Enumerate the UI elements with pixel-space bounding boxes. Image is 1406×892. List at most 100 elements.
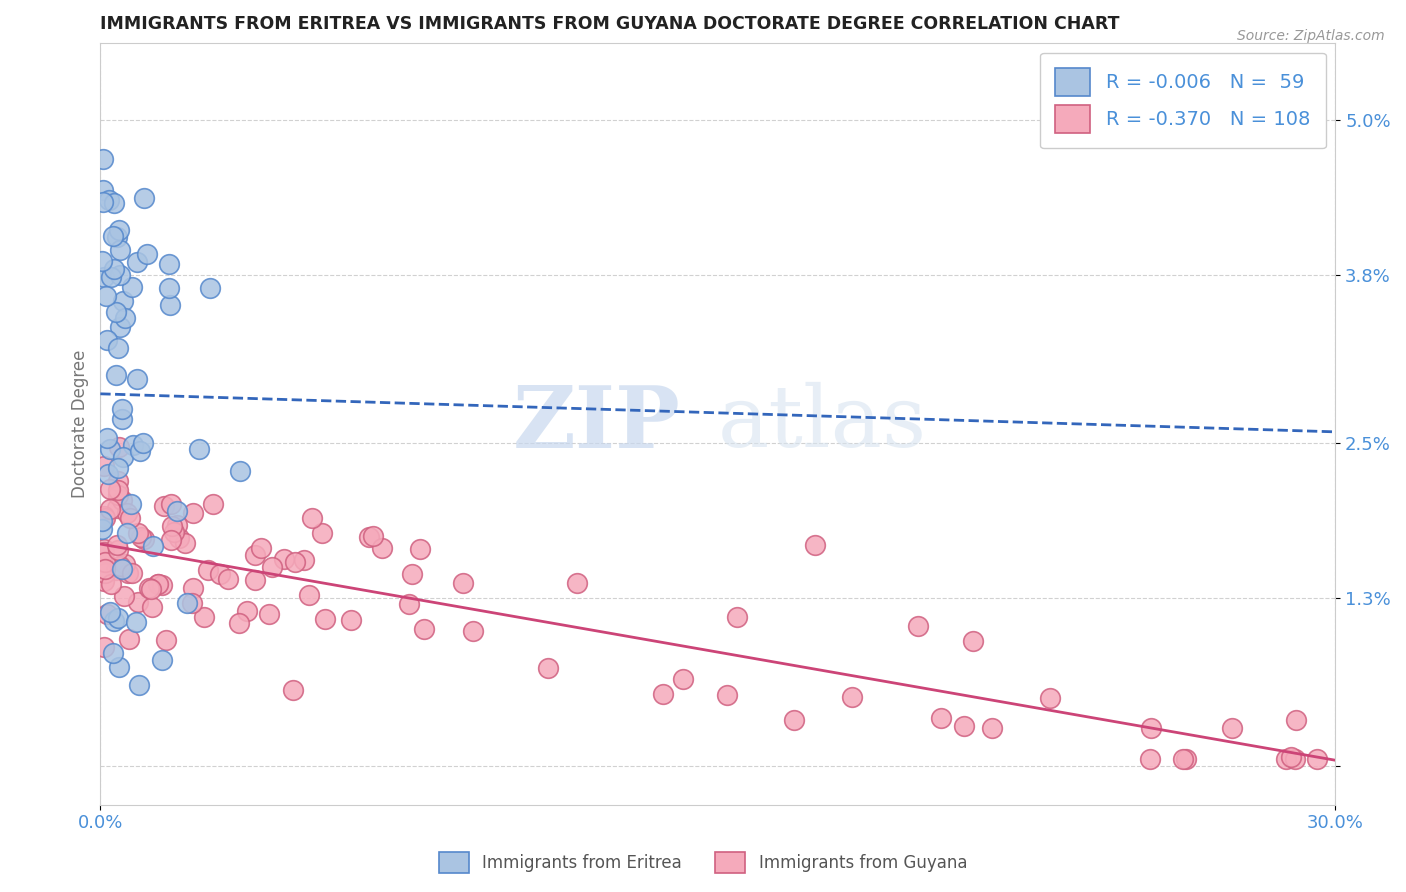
Point <box>229 465 252 479</box>
Y-axis label: Doctorate Degree: Doctorate Degree <box>72 350 89 498</box>
Point <box>110 320 132 334</box>
Point <box>93 574 115 589</box>
Point <box>1220 721 1243 735</box>
Legend: R = -0.006   N =  59, R = -0.370   N = 108: R = -0.006 N = 59, R = -0.370 N = 108 <box>1039 53 1326 148</box>
Point <box>652 687 675 701</box>
Point <box>1275 752 1298 766</box>
Point <box>169 531 191 545</box>
Point <box>91 152 114 166</box>
Point <box>107 543 129 558</box>
Point <box>962 634 984 648</box>
Point <box>105 229 128 244</box>
Point <box>103 261 125 276</box>
Point <box>93 542 115 557</box>
Text: atlas: atlas <box>718 382 927 466</box>
Point <box>94 561 117 575</box>
Point <box>105 537 128 551</box>
Point <box>93 270 115 285</box>
Point <box>160 519 183 533</box>
Point <box>155 632 177 647</box>
Point <box>159 298 181 312</box>
Point <box>150 578 173 592</box>
Point <box>907 619 929 633</box>
Point <box>115 526 138 541</box>
Point <box>121 566 143 580</box>
Point <box>107 483 129 498</box>
Point <box>91 195 114 210</box>
Point <box>451 575 474 590</box>
Point <box>107 341 129 355</box>
Point <box>953 719 976 733</box>
Point <box>159 497 181 511</box>
Point <box>98 194 121 208</box>
Point <box>292 553 315 567</box>
Point <box>176 596 198 610</box>
Point <box>93 555 115 569</box>
Point <box>94 511 117 525</box>
Point <box>107 460 129 475</box>
Text: Source: ZipAtlas.com: Source: ZipAtlas.com <box>1237 29 1385 43</box>
Point <box>398 597 420 611</box>
Point <box>157 257 180 271</box>
Point <box>98 482 121 496</box>
Point <box>783 713 806 727</box>
Point <box>197 563 219 577</box>
Point <box>980 721 1002 735</box>
Point <box>1285 713 1308 727</box>
Point <box>111 411 134 425</box>
Point <box>107 487 129 501</box>
Point <box>118 632 141 647</box>
Point <box>136 247 159 261</box>
Point <box>115 506 138 520</box>
Point <box>128 678 150 692</box>
Point <box>94 288 117 302</box>
Point <box>91 514 114 528</box>
Point <box>166 517 188 532</box>
Point <box>1171 752 1194 766</box>
Point <box>148 577 170 591</box>
Point <box>138 581 160 595</box>
Legend: Immigrants from Eritrea, Immigrants from Guyana: Immigrants from Eritrea, Immigrants from… <box>432 846 974 880</box>
Point <box>409 541 432 556</box>
Point <box>129 530 152 544</box>
Point <box>134 532 156 546</box>
Point <box>363 529 385 543</box>
Point <box>111 294 134 309</box>
Point <box>107 223 129 237</box>
Point <box>104 305 127 319</box>
Point <box>142 539 165 553</box>
Point <box>122 437 145 451</box>
Point <box>371 541 394 555</box>
Text: IMMIGRANTS FROM ERITREA VS IMMIGRANTS FROM GUYANA DOCTORATE DEGREE CORRELATION C: IMMIGRANTS FROM ERITREA VS IMMIGRANTS FR… <box>100 15 1119 33</box>
Point <box>112 589 135 603</box>
Point <box>181 506 204 520</box>
Point <box>100 576 122 591</box>
Point <box>260 560 283 574</box>
Point <box>672 672 695 686</box>
Point <box>118 511 141 525</box>
Point <box>181 581 204 595</box>
Point <box>716 688 738 702</box>
Point <box>929 711 952 725</box>
Point <box>250 541 273 555</box>
Point <box>412 622 434 636</box>
Point <box>93 509 115 524</box>
Point <box>202 496 225 510</box>
Point <box>166 504 188 518</box>
Point <box>314 612 336 626</box>
Point <box>131 435 153 450</box>
Point <box>228 615 250 630</box>
Point <box>96 333 118 347</box>
Point <box>257 607 280 622</box>
Point <box>110 244 132 258</box>
Point <box>193 610 215 624</box>
Point <box>98 606 121 620</box>
Point <box>111 401 134 416</box>
Point <box>281 682 304 697</box>
Point <box>139 582 162 596</box>
Point <box>188 442 211 457</box>
Point <box>91 522 114 536</box>
Point <box>117 566 139 580</box>
Point <box>273 551 295 566</box>
Point <box>298 588 321 602</box>
